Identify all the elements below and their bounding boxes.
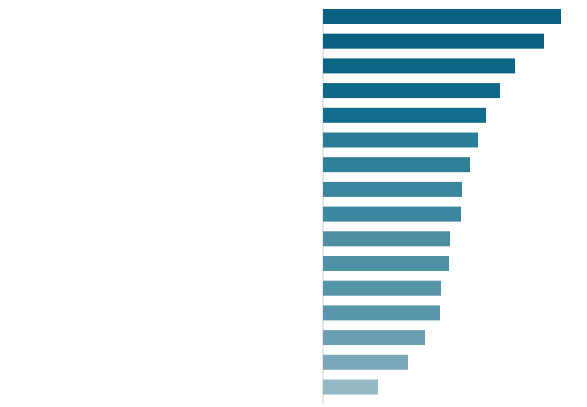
bar	[323, 354, 408, 370]
bar	[323, 132, 478, 148]
bar	[323, 9, 561, 24]
bar	[323, 83, 500, 99]
bar	[323, 206, 461, 222]
bar	[323, 157, 470, 173]
bar	[323, 181, 462, 197]
bar	[323, 231, 450, 247]
bar	[323, 280, 441, 296]
bar	[323, 330, 425, 346]
bar	[323, 33, 544, 49]
bar	[323, 107, 486, 123]
bar	[323, 305, 440, 321]
bar	[323, 58, 515, 74]
bars-layer	[323, 9, 561, 395]
bar	[323, 256, 449, 271]
bar	[323, 379, 378, 395]
